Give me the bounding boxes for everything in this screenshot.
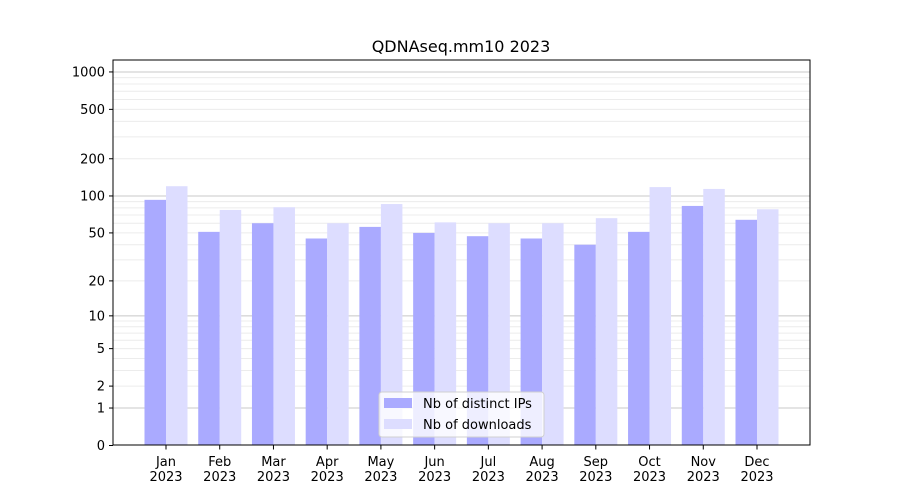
bar-downloads [273, 207, 295, 446]
bar-downloads [757, 209, 779, 446]
legend-label: Nb of distinct IPs [423, 397, 532, 412]
y-tick-label: 50 [88, 226, 105, 241]
bar-distinct-ips [735, 219, 757, 446]
x-tick-label: 2023 [687, 470, 720, 485]
bar-downloads [219, 209, 242, 446]
x-tick-label: 2023 [364, 470, 397, 485]
bar-downloads [434, 222, 457, 446]
x-tick-label: Jul [480, 455, 497, 470]
bar-downloads [327, 223, 349, 446]
chart-title: QDNAseq.mm10 2023 [372, 37, 551, 56]
x-tick-label: Oct [638, 455, 660, 470]
x-tick-label: Sep [584, 455, 609, 470]
bar-distinct-ips [198, 231, 220, 446]
bar-distinct-ips [251, 223, 274, 446]
bar-downloads [488, 223, 510, 446]
x-tick-label: May [367, 455, 394, 470]
x-tick-label: 2023 [311, 470, 344, 485]
legend-box [378, 391, 545, 438]
bar-downloads [166, 186, 188, 446]
y-tick-label: 5 [97, 342, 105, 357]
bar-downloads [380, 204, 403, 446]
x-tick-label: Jan [155, 455, 176, 470]
x-tick-label: 2023 [203, 470, 236, 485]
bar-distinct-ips [144, 199, 166, 446]
legend: Nb of distinct IPs Nb of downloads [378, 391, 545, 438]
x-tick-label: 2023 [418, 470, 451, 485]
y-tick-label: 100 [80, 189, 105, 204]
x-tick-label: Nov [691, 455, 717, 470]
x-tick-label: 2023 [526, 470, 559, 485]
y-tick-label: 1000 [72, 65, 105, 80]
bar-distinct-ips [574, 244, 596, 446]
bar-distinct-ips [628, 231, 650, 446]
x-tick-label: Feb [208, 455, 231, 470]
x-tick-label: Mar [261, 455, 286, 470]
x-tick-label: Apr [316, 455, 339, 470]
x-tick-label: Aug [529, 455, 554, 470]
bar-downloads [595, 218, 618, 446]
x-tick-label: 2023 [579, 470, 612, 485]
y-tick-label: 10 [88, 309, 105, 324]
x-tick-label: 2023 [257, 470, 290, 485]
legend-swatch [384, 398, 412, 408]
x-tick-label: 2023 [740, 470, 773, 485]
bar-downloads [703, 188, 725, 446]
x-tick-label: Jun [423, 455, 444, 470]
y-tick-label: 0 [97, 439, 105, 454]
y-tick-label: 1 [97, 402, 105, 417]
y-tick-label: 500 [80, 103, 105, 118]
bar-distinct-ips [681, 205, 704, 446]
y-tick-label: 20 [88, 274, 105, 289]
x-tick-label: 2023 [472, 470, 505, 485]
legend-swatch [384, 419, 412, 429]
x-tick-label: Dec [744, 455, 769, 470]
x-tick-label: 2023 [633, 470, 666, 485]
legend-label: Nb of downloads [423, 418, 532, 433]
bar-distinct-ips [305, 238, 328, 446]
x-tick-label: 2023 [149, 470, 182, 485]
bar-distinct-ips [359, 226, 381, 446]
y-tick-label: 200 [80, 152, 105, 167]
plot-frame [112, 59, 811, 446]
bar-downloads [542, 223, 564, 446]
y-tick-label: 2 [97, 380, 105, 395]
bar-downloads [649, 187, 672, 446]
